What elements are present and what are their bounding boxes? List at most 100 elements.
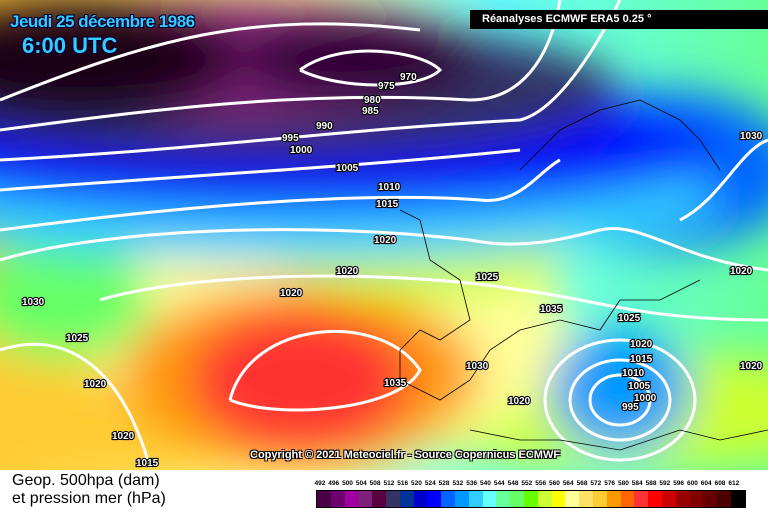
- weather-map: 970 975 980 985 990 995 1000 1005 1010 1015 1020 10…: [0, 0, 768, 470]
- isobar-label: 1020: [84, 379, 107, 390]
- isobar-label: 1030: [466, 361, 489, 372]
- scale-label: 536: [466, 480, 478, 487]
- isobar-label: 1025: [66, 333, 89, 344]
- scale-label: 492: [314, 480, 326, 487]
- color-scale-labels: 492 496 500 504 508 512 516 520 524 528 532 536 540 5…: [313, 480, 741, 488]
- isobar-label: 1035: [384, 378, 407, 389]
- scale-label: 548: [507, 480, 519, 487]
- scale-label: 596: [673, 480, 685, 487]
- scale-swatch: [675, 491, 690, 507]
- isobar-label: 990: [316, 121, 333, 132]
- time-label: 6:00 UTC: [22, 33, 118, 58]
- isobar-label: 995: [282, 133, 299, 144]
- scale-swatch: [689, 491, 704, 507]
- scale-swatch: [551, 491, 566, 507]
- scale-label: 552: [521, 480, 533, 487]
- isobar-label: 985: [362, 106, 379, 117]
- scale-label: 584: [631, 480, 643, 487]
- scale-swatch: [592, 491, 607, 507]
- isobar-label: 1020: [336, 266, 359, 277]
- scale-swatch: [730, 491, 745, 507]
- isobar-label: 1030: [22, 297, 45, 308]
- scale-swatch: [358, 491, 373, 507]
- isobar-label: 1035: [540, 304, 563, 315]
- scale-label: 512: [383, 480, 395, 487]
- scale-swatch: [579, 491, 593, 507]
- scale-label: 544: [493, 480, 505, 487]
- isobar-label: 1015: [630, 354, 653, 365]
- scale-swatch: [634, 491, 649, 507]
- scale-swatch: [537, 491, 552, 507]
- isobar-label: 1025: [476, 272, 499, 283]
- scale-label: 528: [438, 480, 450, 487]
- scale-label: 592: [659, 480, 671, 487]
- scale-label: 568: [576, 480, 588, 487]
- scale-label: 576: [604, 480, 616, 487]
- legend-title: Geop. 500hpa (dam) et pression mer (hPa): [12, 472, 166, 508]
- scale-swatch: [372, 491, 386, 507]
- scale-label: 572: [590, 480, 602, 487]
- scale-label: 604: [700, 480, 712, 487]
- coastlines: [399, 99, 768, 451]
- scale-swatch: [330, 491, 345, 507]
- scale-label: 556: [535, 480, 547, 487]
- isobar-label: 1020: [508, 396, 531, 407]
- scale-label: 508: [369, 480, 381, 487]
- copyright-text: Copyright © 2021 Meteociel.fr - Source C…: [250, 449, 561, 461]
- isobar-label: 1020: [280, 288, 303, 299]
- isobar-label: 1005: [336, 163, 359, 174]
- isobar-labels: 9709759809859909951000100510101015102010…: [21, 71, 764, 470]
- isobar-label: 980: [364, 95, 381, 106]
- geopotential-field: [0, 0, 768, 470]
- legend-title-line2: et pression mer (hPa): [12, 490, 166, 507]
- scale-label: 524: [424, 480, 436, 487]
- isobar-label: 1020: [374, 235, 397, 246]
- scale-label: 608: [714, 480, 726, 487]
- isobar-label: 1020: [112, 431, 135, 442]
- isobar-label: 995: [622, 402, 639, 413]
- scale-swatch: [648, 491, 662, 507]
- scale-label: 540: [480, 480, 491, 487]
- legend-title-line1: Geop. 500hpa (dam): [12, 472, 160, 489]
- scale-swatch: [385, 491, 400, 507]
- isobar-label: 1025: [618, 313, 641, 324]
- scale-swatch: [523, 491, 538, 507]
- isobar-label: 1015: [136, 458, 159, 469]
- scale-label: 520: [411, 480, 422, 487]
- scale-swatch: [510, 491, 524, 507]
- scale-label: 600: [686, 480, 698, 487]
- isobar-label: 975: [378, 81, 395, 92]
- scale-swatch: [620, 491, 635, 507]
- scale-label: 504: [355, 480, 367, 487]
- scale-label: 564: [562, 480, 574, 487]
- isobar-label: 1010: [378, 182, 401, 193]
- scale-swatch: [468, 491, 483, 507]
- scale-label: 532: [452, 480, 464, 487]
- scale-swatch: [344, 491, 359, 507]
- scale-swatch: [606, 491, 621, 507]
- scale-swatch: [427, 491, 442, 507]
- scale-swatch: [441, 491, 455, 507]
- isobar-label: 1030: [740, 131, 763, 142]
- source-label: Réanalyses ECMWF ERA5 0.25 °: [470, 10, 768, 29]
- isobar-label: 1000: [290, 145, 313, 156]
- scale-swatch: [703, 491, 718, 507]
- scale-swatch: [565, 491, 580, 507]
- isobar-label: 1020: [730, 266, 753, 277]
- scale-swatch: [413, 491, 428, 507]
- scale-swatch: [496, 491, 511, 507]
- date-label: Jeudi 25 décembre 1986: [10, 12, 195, 31]
- isobar-label: 1000: [634, 393, 657, 404]
- scale-label: 496: [328, 480, 340, 487]
- scale-swatch: [661, 491, 676, 507]
- scale-label: 500: [342, 480, 353, 487]
- isobar-label: 1020: [630, 339, 653, 350]
- scale-label: 588: [645, 480, 657, 487]
- scale-label: 580: [618, 480, 629, 487]
- scale-swatch: [454, 491, 469, 507]
- isobar-label: 1010: [622, 368, 645, 379]
- isobar-label: 1020: [740, 361, 763, 372]
- scale-swatch: [717, 491, 731, 507]
- isobar-label: 1015: [376, 199, 399, 210]
- scale-label: 612: [728, 480, 740, 487]
